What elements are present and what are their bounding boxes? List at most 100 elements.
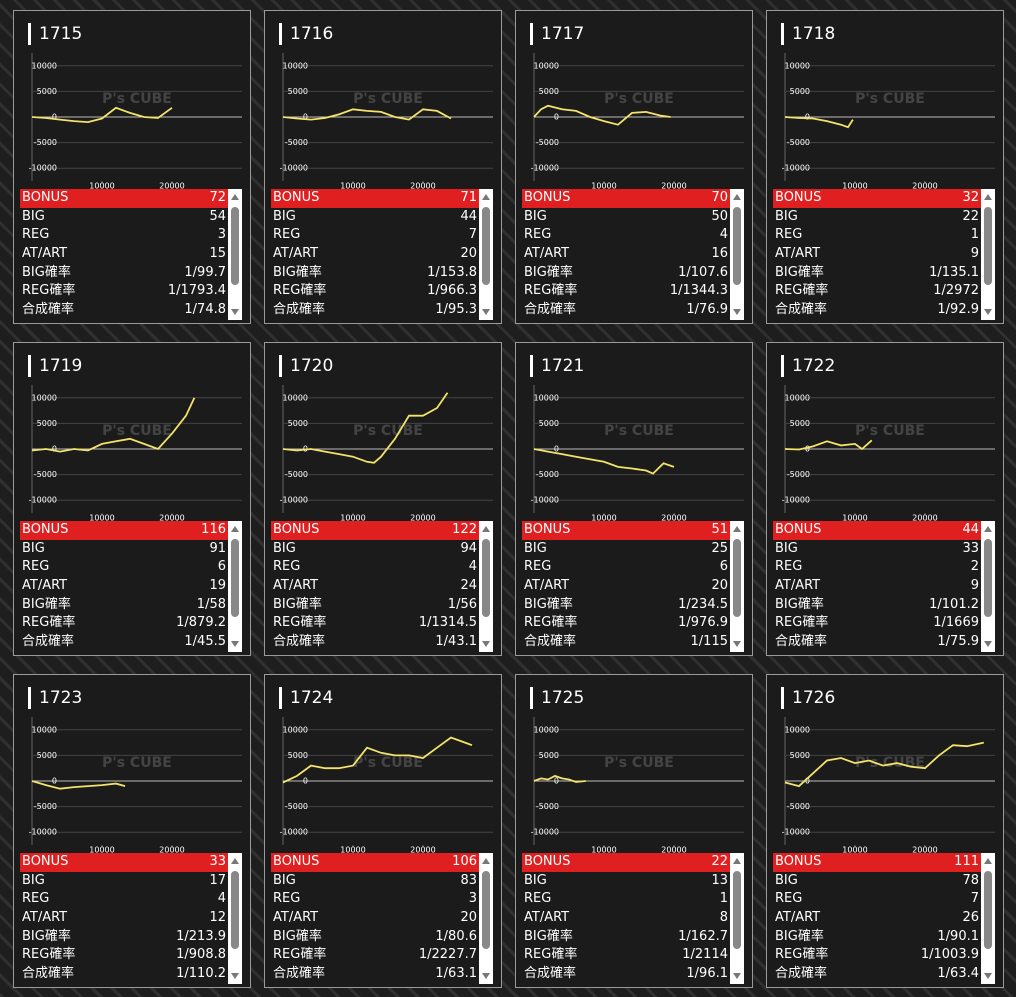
stat-label: 合成確率 xyxy=(22,634,75,650)
y-tick-label: 0 xyxy=(303,777,308,786)
stat-value: 1/153.8 xyxy=(427,264,477,280)
stats-row: 合成確率 1/92.9 xyxy=(773,301,981,320)
stat-value: 1/92.9 xyxy=(937,302,979,318)
stats-row: BONUS 44 xyxy=(773,521,981,540)
stats-row: AT/ART 19 xyxy=(20,577,228,596)
stats-row: BIG確率 1/99.7 xyxy=(20,264,228,283)
scroll-thumb xyxy=(733,539,741,617)
stats-row: BIG確率 1/80.6 xyxy=(271,928,479,947)
stats-row: 合成確率 1/110.2 xyxy=(20,965,228,984)
y-tick-label: 5000 xyxy=(37,751,57,760)
scroll-up xyxy=(482,526,490,532)
stats-row: BIG 91 xyxy=(20,540,228,559)
stat-label: BONUS xyxy=(524,522,571,537)
y-tick-label: -5000 xyxy=(34,802,57,811)
y-tick-label: 5000 xyxy=(539,87,559,96)
scroll-up xyxy=(482,194,490,200)
stat-value: 1/63.4 xyxy=(937,966,979,982)
stats-row: REG 1 xyxy=(773,226,981,245)
stats-row: BIG 44 xyxy=(271,208,479,227)
stats-row: REG 2 xyxy=(773,558,981,577)
machine-panel: 1719 P's CUBE -10000 -5000 0 5000 10000 10000 20… xyxy=(13,342,251,656)
stat-label: 合成確率 xyxy=(524,634,577,650)
stat-value: 1/966.3 xyxy=(427,283,477,299)
stat-label: BIG確率 xyxy=(524,264,573,280)
x-tick-label: 20000 xyxy=(912,846,937,854)
stat-value: 9 xyxy=(970,246,979,262)
stats-row: REG確率 1/966.3 xyxy=(271,282,479,301)
stat-label: BIG確率 xyxy=(22,264,71,280)
y-tick-label: 10000 xyxy=(534,61,559,70)
x-tick-label: 10000 xyxy=(89,182,114,190)
stat-label: BIG xyxy=(775,540,798,556)
scroll-thumb xyxy=(733,207,741,285)
stat-value: 20 xyxy=(711,578,728,594)
stats-row: AT/ART 26 xyxy=(773,909,981,928)
stat-value: 1 xyxy=(970,227,979,243)
stats-row: AT/ART 16 xyxy=(522,245,730,264)
scroll-down xyxy=(482,309,490,315)
scroll-down xyxy=(231,641,239,647)
y-tick-label: 10000 xyxy=(534,393,559,402)
stat-value: 78 xyxy=(962,872,979,888)
stats-table: BONUS 33 BIG 17 REG 4 AT/ART 12 BIG確率 1/213.9 REG確… xyxy=(20,853,228,984)
stat-value: 24 xyxy=(460,578,477,594)
stats-row: REG 4 xyxy=(271,558,479,577)
stat-label: BONUS xyxy=(524,190,571,205)
stat-value: 70 xyxy=(711,190,728,205)
stat-value: 1/99.7 xyxy=(184,264,226,280)
stat-value: 1/162.7 xyxy=(678,928,728,944)
y-tick-label: 0 xyxy=(303,113,308,122)
stat-value: 1/908.8 xyxy=(176,947,226,963)
stat-value: 1/1003.9 xyxy=(920,947,979,963)
stat-label: REG確率 xyxy=(22,947,76,963)
stats-row: REG確率 1/1793.4 xyxy=(20,282,228,301)
stats-row: BONUS 111 xyxy=(773,853,981,872)
stat-value: 1/95.3 xyxy=(435,302,477,318)
watermark: P's CUBE xyxy=(353,423,423,439)
stat-label: REG xyxy=(524,227,552,243)
stats-row: AT/ART 9 xyxy=(773,577,981,596)
stats-row: BIG 13 xyxy=(522,872,730,891)
watermark: P's CUBE xyxy=(855,91,925,107)
y-tick-label: -10000 xyxy=(29,496,57,505)
y-tick-label: -10000 xyxy=(29,828,57,837)
stat-value: 91 xyxy=(209,540,226,556)
stat-label: BONUS xyxy=(22,854,69,869)
scrollbar xyxy=(730,189,744,320)
stat-label: BIG確率 xyxy=(524,928,573,944)
stats-row: BONUS 32 xyxy=(773,189,981,208)
scroll-thumb xyxy=(482,871,490,949)
y-tick-label: -10000 xyxy=(531,496,559,505)
stat-label: BONUS xyxy=(273,854,320,869)
stat-label: REG xyxy=(273,227,301,243)
stats-row: BONUS 72 xyxy=(20,189,228,208)
stat-label: REG xyxy=(524,559,552,575)
stat-value: 44 xyxy=(460,208,477,224)
stat-label: REG xyxy=(273,559,301,575)
scrollbar xyxy=(228,521,242,652)
stat-label: BONUS xyxy=(775,854,822,869)
machine-panel: 1726 P's CUBE -10000 -5000 0 5000 10000 10000 20… xyxy=(766,674,1004,988)
machine-panel: 1716 P's CUBE -10000 -5000 0 5000 10000 10000 20… xyxy=(264,10,502,324)
stats-table: BONUS 44 BIG 33 REG 2 AT/ART 9 BIG確率 1/101.2 REG確率… xyxy=(773,521,981,652)
line xyxy=(31,397,196,453)
scrollbar xyxy=(730,521,744,652)
stat-label: REG xyxy=(22,559,50,575)
stats-table: BONUS 70 BIG 50 REG 4 AT/ART 16 BIG確率 1/107.6 REG確… xyxy=(522,189,730,320)
stat-value: 106 xyxy=(452,854,477,869)
scroll-thumb xyxy=(482,207,490,285)
stats-row: AT/ART 9 xyxy=(773,245,981,264)
stat-value: 4 xyxy=(468,559,477,575)
stat-label: 合成確率 xyxy=(22,966,75,982)
stat-value: 1/96.1 xyxy=(686,966,728,982)
scroll-down xyxy=(984,309,992,315)
y-tick-label: 10000 xyxy=(32,393,57,402)
stats-row: 合成確率 1/63.1 xyxy=(271,965,479,984)
